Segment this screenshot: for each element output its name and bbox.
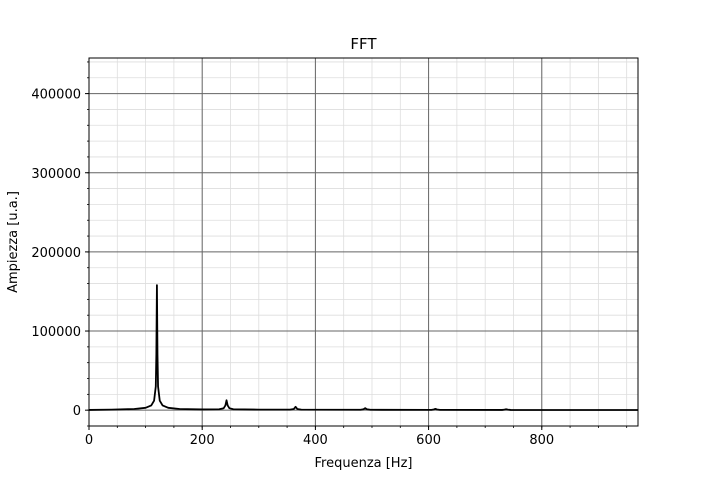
x-axis-label: Frequenza [Hz] bbox=[315, 456, 413, 471]
axis-ticks bbox=[85, 61, 628, 430]
x-tick-label: 800 bbox=[529, 433, 554, 448]
x-tick-label: 0 bbox=[85, 433, 93, 448]
x-tick-label: 200 bbox=[190, 433, 215, 448]
y-tick-label: 300000 bbox=[31, 167, 81, 182]
y-tick-labels: 0 100000 200000 300000 400000 bbox=[31, 88, 81, 420]
axes-frame bbox=[88, 57, 639, 427]
y-axis-label: Ampiezza [u.a.] bbox=[6, 191, 21, 293]
plot-area bbox=[88, 284, 639, 411]
fft-line bbox=[88, 284, 639, 411]
y-tick-label: 100000 bbox=[31, 325, 81, 340]
y-tick-label: 0 bbox=[73, 404, 81, 419]
y-tick-label: 400000 bbox=[31, 88, 81, 103]
minor-grid bbox=[88, 58, 638, 427]
x-tick-label: 600 bbox=[416, 433, 441, 448]
x-tick-label: 400 bbox=[303, 433, 328, 448]
x-tick-labels: 0 200 400 600 800 bbox=[85, 433, 554, 448]
major-grid bbox=[88, 58, 638, 426]
chart-title: FFT bbox=[350, 35, 377, 53]
y-tick-label: 200000 bbox=[31, 246, 81, 261]
